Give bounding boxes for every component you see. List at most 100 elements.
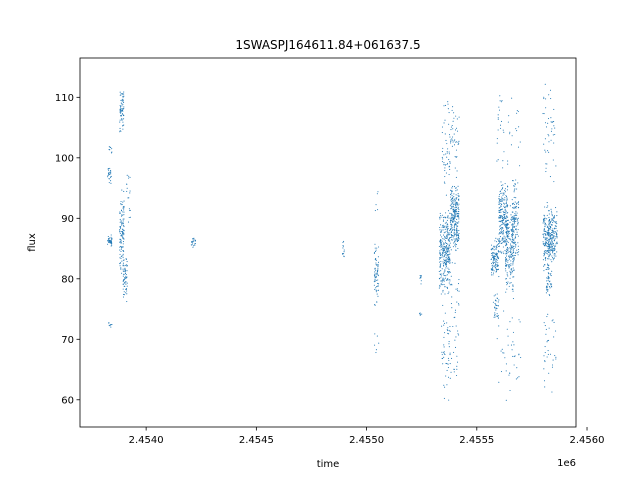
data-point xyxy=(505,251,507,253)
data-point xyxy=(452,236,454,238)
data-point xyxy=(493,258,495,260)
data-point xyxy=(494,316,496,318)
data-point xyxy=(451,136,454,138)
data-point xyxy=(443,320,445,322)
data-point xyxy=(445,254,447,256)
data-point xyxy=(119,226,121,228)
data-point xyxy=(455,198,457,200)
data-point xyxy=(500,250,502,252)
data-point xyxy=(441,240,443,242)
data-point xyxy=(502,227,504,229)
data-point xyxy=(375,262,377,264)
data-point xyxy=(547,242,550,244)
data-point xyxy=(125,264,127,267)
data-point xyxy=(550,285,552,287)
data-point xyxy=(551,366,553,368)
data-point xyxy=(110,234,112,236)
data-point xyxy=(556,223,558,225)
data-point xyxy=(126,265,128,267)
data-point xyxy=(449,271,451,273)
data-point xyxy=(444,119,446,121)
data-point xyxy=(545,252,547,254)
data-point xyxy=(550,223,552,226)
data-point xyxy=(375,279,377,281)
data-point xyxy=(119,233,121,235)
data-point xyxy=(513,356,515,358)
data-point xyxy=(511,270,513,272)
data-point xyxy=(493,270,495,272)
data-point xyxy=(555,356,557,358)
data-point xyxy=(508,231,510,233)
data-point xyxy=(504,220,507,222)
data-point xyxy=(544,138,546,140)
data-point xyxy=(490,274,493,276)
data-point xyxy=(495,248,497,250)
data-point xyxy=(543,229,545,231)
data-point xyxy=(453,224,455,226)
data-point xyxy=(500,203,503,205)
data-point xyxy=(343,249,345,251)
data-point xyxy=(513,226,515,228)
data-point xyxy=(507,121,509,123)
data-point xyxy=(517,224,519,226)
data-point xyxy=(553,336,555,338)
data-point xyxy=(544,206,546,208)
data-point xyxy=(500,216,502,219)
data-point xyxy=(511,247,513,249)
data-point xyxy=(448,329,450,331)
data-point xyxy=(544,360,546,362)
data-point xyxy=(547,290,549,292)
data-point xyxy=(449,330,451,332)
data-point xyxy=(456,239,458,241)
data-point xyxy=(453,228,455,230)
data-point xyxy=(126,290,128,292)
data-point xyxy=(452,199,454,201)
data-point xyxy=(496,265,498,267)
data-point xyxy=(450,196,452,198)
data-point xyxy=(552,359,554,361)
data-point xyxy=(451,205,453,207)
data-point xyxy=(442,251,444,253)
data-point xyxy=(543,233,545,235)
data-point xyxy=(546,341,548,343)
data-point xyxy=(446,278,448,280)
data-point xyxy=(377,267,379,269)
data-point xyxy=(119,112,121,114)
data-point xyxy=(506,248,508,250)
data-point xyxy=(548,278,550,280)
data-point xyxy=(110,177,112,179)
data-point xyxy=(439,218,441,220)
data-point xyxy=(445,194,447,196)
data-point xyxy=(543,254,545,256)
data-point xyxy=(501,242,503,244)
data-point xyxy=(125,281,127,283)
data-point xyxy=(549,221,552,223)
data-point xyxy=(548,151,550,153)
data-point xyxy=(446,156,448,158)
data-point xyxy=(119,262,121,264)
data-point xyxy=(457,330,459,332)
data-point xyxy=(556,241,558,243)
data-point xyxy=(123,218,125,220)
data-point xyxy=(494,313,496,316)
data-point xyxy=(458,218,460,220)
data-point xyxy=(506,197,508,199)
data-point xyxy=(376,285,378,288)
data-point xyxy=(492,264,494,266)
data-point xyxy=(447,210,449,212)
data-point xyxy=(498,109,501,111)
data-point xyxy=(377,271,379,273)
data-point xyxy=(517,229,519,231)
data-point xyxy=(505,226,507,228)
data-point xyxy=(194,244,196,246)
data-point xyxy=(448,250,450,252)
data-point xyxy=(495,237,497,239)
data-point xyxy=(451,190,453,192)
data-point xyxy=(505,270,507,272)
data-point xyxy=(449,363,451,365)
data-point xyxy=(443,397,445,399)
data-point xyxy=(453,220,456,222)
data-point xyxy=(440,246,442,248)
data-point xyxy=(493,262,495,264)
data-point xyxy=(453,144,456,146)
